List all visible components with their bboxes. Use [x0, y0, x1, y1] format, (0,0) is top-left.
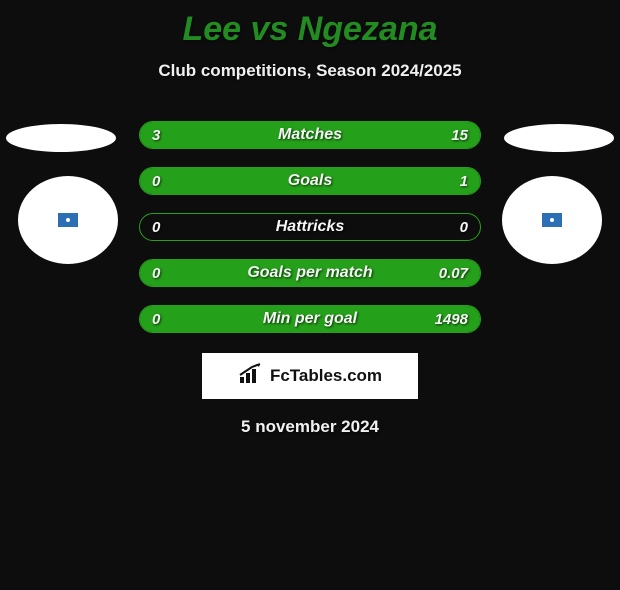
stat-row-min-per-goal: 0 Min per goal 1498 [139, 305, 481, 333]
brand-logo-icon [238, 363, 264, 390]
stat-value-right: 0 [460, 214, 468, 240]
generated-date: 5 november 2024 [0, 417, 620, 437]
stat-row-goals-per-match: 0 Goals per match 0.07 [139, 259, 481, 287]
stat-row-matches: 3 Matches 15 [139, 121, 481, 149]
stat-label: Hattricks [140, 214, 480, 240]
stat-label: Matches [140, 122, 480, 148]
page-subtitle: Club competitions, Season 2024/2025 [0, 61, 620, 81]
stat-row-hattricks: 0 Hattricks 0 [139, 213, 481, 241]
club-badge-icon [542, 213, 562, 227]
stat-label: Min per goal [140, 306, 480, 332]
player-right-flag-ellipse [504, 124, 614, 152]
stat-value-right: 0.07 [439, 260, 468, 286]
club-badge-icon [58, 213, 78, 227]
stat-label: Goals [140, 168, 480, 194]
stat-value-right: 1 [460, 168, 468, 194]
page-title: Lee vs Ngezana [0, 10, 620, 49]
stat-value-right: 15 [451, 122, 468, 148]
player-left-flag-ellipse [6, 124, 116, 152]
stat-value-right: 1498 [435, 306, 468, 332]
stat-row-goals: 0 Goals 1 [139, 167, 481, 195]
brand-text: FcTables.com [270, 366, 382, 386]
player-left-club-badge [18, 176, 118, 264]
player-right-club-badge [502, 176, 602, 264]
stat-label: Goals per match [140, 260, 480, 286]
brand-box: FcTables.com [202, 353, 418, 399]
stat-bars: 3 Matches 15 0 Goals 1 0 Hattricks 0 0 G… [139, 121, 481, 333]
